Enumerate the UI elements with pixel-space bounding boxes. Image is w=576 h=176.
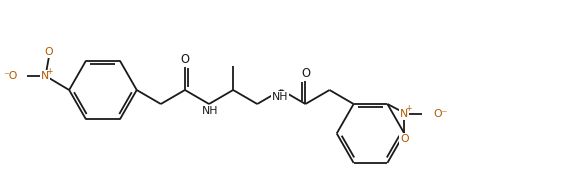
Text: +: +	[46, 67, 52, 76]
Text: O: O	[301, 67, 310, 80]
Text: ⁻O: ⁻O	[3, 71, 17, 81]
Text: NH: NH	[202, 106, 218, 116]
Text: +: +	[405, 104, 411, 113]
Text: O: O	[45, 47, 54, 57]
Text: N: N	[400, 109, 408, 119]
Text: O: O	[400, 134, 408, 144]
Text: N: N	[41, 71, 49, 81]
Text: O⁻: O⁻	[433, 109, 448, 119]
Text: NH: NH	[272, 92, 289, 102]
Text: O: O	[180, 53, 190, 66]
